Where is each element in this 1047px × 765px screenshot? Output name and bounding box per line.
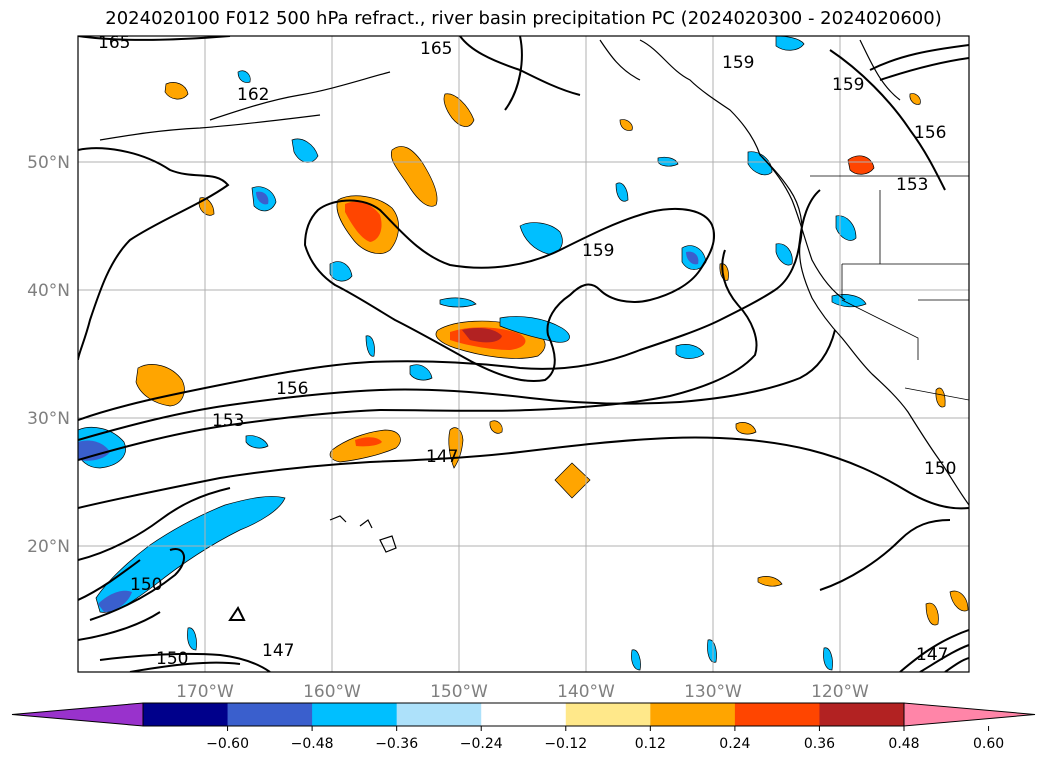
lon-label: 120°W: [811, 682, 869, 702]
colorbar-tick-label: 0.12: [635, 736, 666, 752]
map-canvas: 165 165 162 159 159 156 153 159 156 153 …: [78, 33, 969, 672]
colorbar-tick-label: 0.60: [973, 736, 1004, 752]
map-frame: [77, 35, 970, 673]
precip-anomaly-shading: [78, 36, 969, 671]
contour-label: 159: [832, 75, 864, 95]
contour-label: 162: [237, 85, 269, 105]
contour-label: 150: [156, 649, 188, 669]
contour-label: 147: [916, 645, 948, 665]
contour-label: 147: [262, 641, 294, 661]
colorbar-cell: [143, 703, 229, 726]
contour-label: 165: [98, 33, 130, 53]
map-title: 2024020100 F012 500 hPa refract., river …: [105, 8, 942, 29]
contour-label: 150: [130, 575, 162, 595]
contour-label: 156: [276, 379, 308, 399]
lon-label: 140°W: [557, 682, 615, 702]
colorbar-cell: [650, 703, 736, 726]
colorbar-tick-label: −0.36: [375, 736, 418, 752]
colorbar-extension-low: [11, 702, 144, 727]
lat-label: 50°N: [27, 153, 70, 173]
colorbar-cell: [565, 703, 651, 726]
colorbar-tick-label: −0.48: [291, 736, 334, 752]
colorbar-tick-label: 0.24: [719, 736, 750, 752]
contour-label: 153: [896, 175, 928, 195]
colorbar-tick-label: −0.24: [460, 736, 503, 752]
colorbar-cell: [396, 703, 482, 726]
lat-label: 40°N: [27, 281, 70, 301]
longitude-labels: 170°W 160°W 150°W 140°W 130°W 120°W: [176, 682, 869, 702]
colorbar-tick-label: −0.12: [544, 736, 587, 752]
contour-label: 147: [426, 447, 458, 467]
colorbar-tick-label: 0.48: [888, 736, 919, 752]
colorbar-cell: [312, 703, 398, 726]
coastlines: [99, 39, 969, 553]
contour-label: 150: [924, 459, 956, 479]
state-borders: [810, 175, 969, 401]
colorbar-extension-high: [903, 702, 1036, 727]
colorbar-tick-label: 0.36: [804, 736, 835, 752]
contour-label: 159: [582, 241, 614, 261]
latitude-labels: 50°N 40°N 30°N 20°N: [27, 153, 70, 557]
lat-label: 20°N: [27, 537, 70, 557]
lon-label: 150°W: [430, 682, 488, 702]
lon-label: 160°W: [303, 682, 361, 702]
contour-label: 153: [212, 411, 244, 431]
lat-label: 30°N: [27, 409, 70, 429]
colorbar-cell: [481, 703, 567, 726]
colorbar-cell: [734, 703, 820, 726]
colorbar-tick-label: −0.60: [206, 736, 249, 752]
contour-label: 159: [722, 53, 754, 73]
contour-label: 165: [420, 39, 452, 59]
colorbar-cell: [227, 703, 313, 726]
lon-label: 170°W: [176, 682, 234, 702]
colorbar: −0.60 −0.48 −0.36 −0.24 −0.12 0.12 0.24 0.36 0.4…: [11, 702, 1036, 752]
contour-label: 156: [914, 123, 946, 143]
colorbar-cell: [819, 703, 905, 726]
map-gridlines: [78, 36, 969, 672]
contour-labels: 165 165 162 159 159 156 153 159 156 153 …: [98, 33, 956, 669]
lon-label: 130°W: [684, 682, 742, 702]
refractivity-contours: [78, 36, 969, 672]
